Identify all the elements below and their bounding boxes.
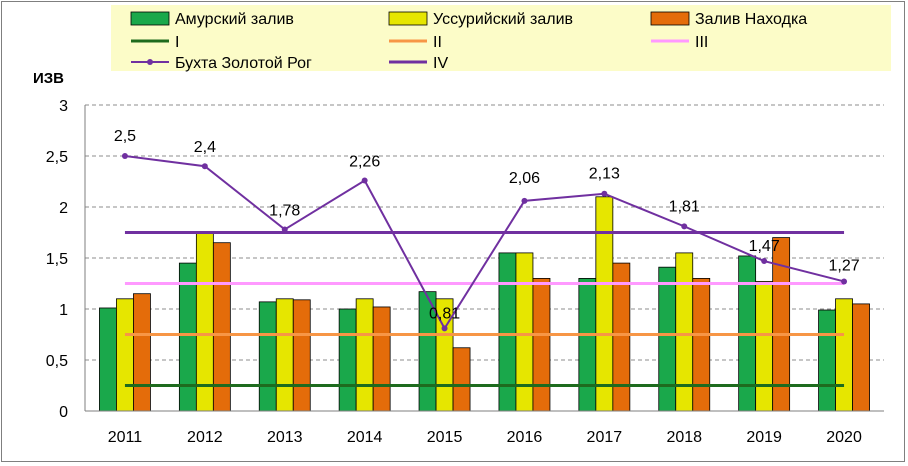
bar <box>292 299 311 412</box>
legend-label: I <box>175 34 179 51</box>
legend-label: Амурский залив <box>175 11 294 28</box>
line-point <box>761 258 768 265</box>
y-tick-label: 2,5 <box>46 149 68 166</box>
legend-marker <box>147 59 153 65</box>
bar <box>355 298 374 412</box>
data-label: 0,81 <box>429 305 460 322</box>
line-point <box>201 163 208 170</box>
chart-svg: Амурский залив Уссурийский залив Залив Нах… <box>33 5 891 446</box>
data-label: 2,4 <box>194 139 216 156</box>
legend-label: IV <box>433 55 448 72</box>
y-tick-label: 3 <box>59 98 68 115</box>
legend-box <box>111 5 891 71</box>
y-tick-label: 2 <box>59 200 68 217</box>
data-label: 2,5 <box>114 128 136 145</box>
bar <box>835 298 853 412</box>
x-tick-label: 2019 <box>746 429 782 446</box>
y-tick-label: 0,5 <box>46 353 68 370</box>
x-tick-label: 2018 <box>666 429 702 446</box>
line-point <box>281 226 288 233</box>
line-series <box>124 155 845 331</box>
x-tick-label: 2016 <box>507 429 543 446</box>
x-tick-label: 2017 <box>587 429 623 446</box>
line-point <box>841 278 848 285</box>
data-label: 1,78 <box>269 202 300 219</box>
legend-swatch <box>650 11 690 26</box>
line-point <box>441 325 448 332</box>
data-label: 1,27 <box>828 257 859 274</box>
bar <box>452 347 471 412</box>
x-tick-label: 2013 <box>267 429 303 446</box>
bar <box>258 301 277 412</box>
line-point <box>521 197 528 204</box>
bar <box>116 298 134 412</box>
bar <box>595 196 614 412</box>
bar <box>852 303 870 412</box>
x-tick-label: 2020 <box>826 429 862 446</box>
x-tick-label: 2014 <box>347 429 383 446</box>
bar <box>658 266 677 412</box>
legend-label: III <box>695 34 708 51</box>
bar <box>532 277 551 412</box>
data-label: 1,81 <box>669 198 700 215</box>
bar <box>578 277 597 412</box>
data-label: 2,13 <box>589 166 620 183</box>
bar <box>498 252 517 412</box>
bar <box>99 307 117 412</box>
bar <box>372 306 391 412</box>
y-tick-label: 0 <box>59 404 68 421</box>
y-tick-label: 1,5 <box>46 251 68 268</box>
legend-swatch <box>388 11 428 26</box>
data-label: 2,26 <box>349 153 380 170</box>
bar <box>818 309 836 412</box>
x-tick-label: 2015 <box>427 429 463 446</box>
data-label: 2,06 <box>509 170 540 187</box>
x-tick-label: 2011 <box>108 429 143 446</box>
data-label: 1,47 <box>749 238 780 255</box>
y-tick-label: 1 <box>59 302 68 319</box>
line-point <box>601 190 608 197</box>
bar <box>612 262 631 412</box>
legend-label: Уссурийский залив <box>433 11 573 28</box>
line-point <box>361 177 368 184</box>
bar <box>133 293 151 412</box>
y-axis-label: ИЗВ <box>33 70 64 87</box>
legend-swatch <box>130 11 170 26</box>
legend-label: Бухта Золотой Рог <box>175 55 312 72</box>
legend-label: II <box>433 34 442 51</box>
line-point <box>681 223 688 230</box>
legend-label: Залив Находка <box>695 11 807 28</box>
bar <box>755 281 774 412</box>
x-tick-label: 2012 <box>187 429 223 446</box>
bar <box>275 298 294 412</box>
bar <box>515 252 534 412</box>
line-point <box>121 153 128 159</box>
bar <box>338 308 357 412</box>
bar <box>692 277 711 412</box>
bar <box>178 262 197 412</box>
bar <box>675 252 694 412</box>
